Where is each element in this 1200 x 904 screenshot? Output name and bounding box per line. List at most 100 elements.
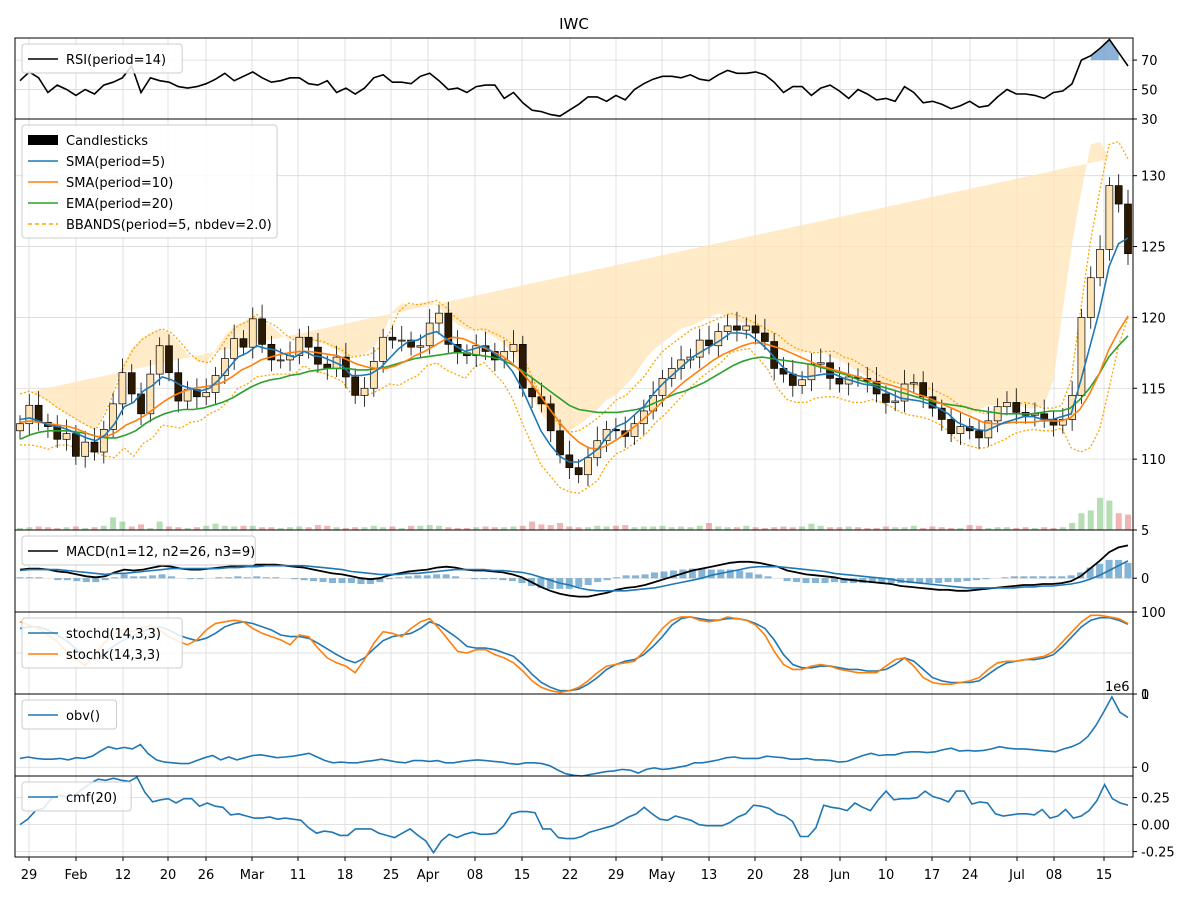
- volume-bar: [985, 527, 992, 530]
- volume-bar: [426, 525, 433, 530]
- macd-histogram-bar: [329, 578, 337, 584]
- sma10-line: [19, 315, 1129, 451]
- macd-histogram-bar: [310, 578, 318, 582]
- macd-histogram-bar: [366, 578, 374, 585]
- macd-histogram-bar: [499, 578, 507, 581]
- candlestick: [947, 419, 955, 434]
- candlestick: [1012, 402, 1021, 413]
- macd-histogram-bar: [253, 576, 261, 579]
- stochk-line: [19, 614, 1129, 694]
- candlestick: [202, 392, 211, 398]
- volume-bar: [268, 527, 275, 530]
- candlestick: [304, 336, 313, 348]
- x-tick-label: 26: [198, 868, 215, 883]
- volume-bar: [119, 521, 126, 530]
- price-ytick-label: 125: [1141, 241, 1166, 256]
- volume-bar: [259, 527, 266, 530]
- candlestick: [155, 345, 164, 375]
- macd-histogram-bar: [745, 572, 753, 579]
- macd-signal-line: [19, 560, 1129, 592]
- rsi-legend: [21, 43, 183, 74]
- macd-histogram-bar: [1067, 575, 1075, 579]
- volume-bar: [491, 527, 498, 530]
- macd-histogram-bar: [395, 577, 403, 579]
- volume-bar: [110, 517, 117, 530]
- candlestick: [798, 379, 806, 386]
- candlestick: [742, 325, 751, 331]
- volume-bar: [594, 525, 601, 530]
- macd-histogram-bar: [821, 578, 829, 584]
- macd-histogram-bar: [1115, 559, 1123, 579]
- candlestick: [53, 426, 62, 440]
- volume-bar: [454, 527, 461, 530]
- candlestick: [1105, 185, 1114, 250]
- price-legend-label: Candlesticks: [66, 134, 148, 149]
- candlestick: [351, 376, 360, 396]
- macd-histogram-bar: [518, 578, 526, 584]
- sma5-line: [19, 237, 1129, 463]
- macd-histogram-bar: [802, 578, 810, 584]
- volume-bar: [408, 525, 415, 530]
- volume-bar: [799, 526, 806, 530]
- candlestick: [239, 338, 248, 348]
- volume-bar: [938, 527, 945, 530]
- volume-bar: [63, 527, 70, 530]
- candlestick: [695, 339, 704, 358]
- rsi-grid: [15, 38, 1133, 120]
- candlestick: [72, 433, 80, 457]
- x-tick-label: 20: [747, 868, 764, 883]
- candlestick: [295, 336, 304, 357]
- volume-bar: [165, 526, 172, 530]
- x-tick-label: 11: [290, 868, 307, 883]
- volume-bar: [1106, 500, 1113, 530]
- bbands-lower-line: [20, 317, 1129, 494]
- macd-histogram-bar: [1039, 576, 1047, 579]
- candlestick: [407, 339, 415, 348]
- bbands-upper-line: [19, 140, 1129, 433]
- volume-bar: [193, 527, 200, 530]
- candlestick: [258, 318, 266, 345]
- cmf-ytick-label: -0.25: [1141, 846, 1175, 861]
- macd-histogram-bar: [442, 574, 450, 579]
- stoch-legend-label: stochk(14,3,3): [66, 648, 160, 663]
- volume-bar: [26, 527, 33, 530]
- obv-offset-label: 1e6: [1105, 680, 1130, 695]
- candlestick: [127, 372, 136, 395]
- candlestick: [109, 403, 117, 430]
- macd-histogram-bar: [376, 578, 384, 583]
- candlestick: [220, 358, 229, 376]
- volume-bar: [342, 527, 349, 530]
- macd-histogram-bar: [54, 578, 62, 581]
- macd-histogram-bar: [25, 577, 33, 579]
- volume-bar: [82, 527, 89, 530]
- volume-bar: [361, 527, 368, 530]
- volume-bar: [1069, 523, 1076, 530]
- candlestick: [472, 345, 481, 357]
- volume-bar: [175, 527, 182, 530]
- macd-histogram-bar: [319, 578, 327, 583]
- macd-histogram-bar: [92, 578, 100, 583]
- macd-legend: [21, 535, 256, 566]
- volume-bar: [519, 525, 526, 530]
- macd-histogram-bar: [82, 578, 90, 583]
- volume-bar: [212, 523, 219, 530]
- price-legend-swatch: [28, 135, 58, 145]
- candlestick: [444, 312, 453, 345]
- candlestick: [416, 345, 425, 348]
- volume-bar: [445, 527, 452, 530]
- volume-bar: [873, 527, 880, 530]
- volume-bar: [1013, 527, 1020, 530]
- volume-bar: [156, 521, 163, 530]
- price-ytick-label: 120: [1141, 311, 1166, 326]
- price-legend-label: SMA(period=5): [66, 155, 165, 170]
- x-tick-label: 15: [514, 868, 531, 883]
- macd-histogram-bar: [1001, 577, 1009, 579]
- macd-histogram-bar: [868, 578, 876, 584]
- volume-bar: [650, 526, 657, 530]
- candlestick: [360, 387, 369, 396]
- candlestick: [165, 345, 173, 374]
- candlestick: [1086, 277, 1095, 318]
- candlestick: [90, 441, 99, 453]
- macd-histogram-bar: [111, 577, 119, 579]
